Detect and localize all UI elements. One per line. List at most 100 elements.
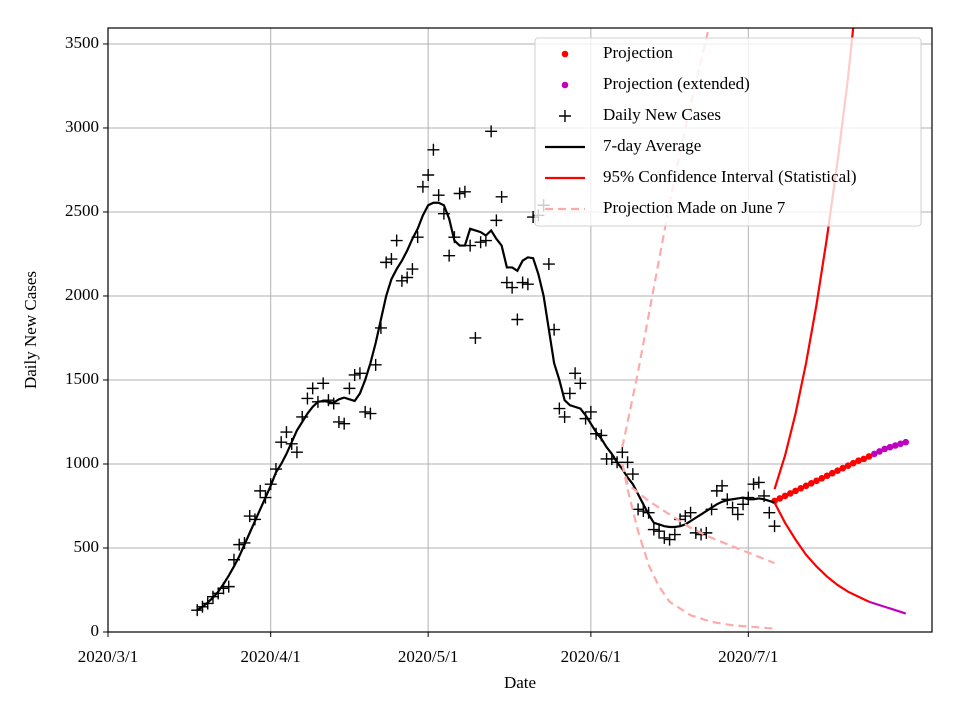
projection-point xyxy=(844,462,852,469)
legend-label: Projection xyxy=(603,43,673,62)
case-point xyxy=(574,377,587,390)
case-point xyxy=(632,503,645,516)
x-tick-label: 2020/5/1 xyxy=(398,647,458,666)
case-point xyxy=(443,249,456,262)
case-point xyxy=(422,169,435,182)
projection-point xyxy=(834,467,841,475)
series-line xyxy=(196,201,775,612)
case-point xyxy=(763,506,776,519)
case-point xyxy=(658,531,671,544)
projection-point xyxy=(855,457,862,464)
projection-point xyxy=(781,492,789,500)
case-point xyxy=(621,456,634,469)
x-tick-label: 2020/4/1 xyxy=(240,647,300,666)
case-point xyxy=(364,407,377,420)
x-tick-label: 2020/6/1 xyxy=(561,647,621,666)
case-point xyxy=(306,382,319,395)
case-point xyxy=(390,234,403,247)
projection-point xyxy=(860,455,868,463)
case-point xyxy=(716,479,729,492)
x-tick-label: 2020/3/1 xyxy=(78,647,138,666)
case-point xyxy=(464,239,477,252)
legend-label: 95% Confidence Interval (Statistical) xyxy=(603,167,857,186)
x-axis-label: Date xyxy=(504,673,536,692)
legend-label: Projection (extended) xyxy=(603,74,750,93)
case-point xyxy=(548,323,561,336)
legend-symbol xyxy=(559,110,571,122)
case-point xyxy=(485,125,498,138)
y-tick-label: 2000 xyxy=(65,285,99,304)
x-tick-label: 2020/7/1 xyxy=(718,647,778,666)
series-line xyxy=(621,463,775,565)
case-point xyxy=(500,276,513,289)
case-point xyxy=(511,313,524,326)
case-point xyxy=(222,580,235,593)
legend-box xyxy=(534,37,922,227)
case-point xyxy=(301,392,314,405)
case-point xyxy=(469,331,482,344)
case-point xyxy=(385,253,398,266)
case-point xyxy=(458,185,471,198)
case-point xyxy=(359,405,372,418)
projection-point xyxy=(902,438,910,446)
legend-label: 7-day Average xyxy=(603,136,701,155)
case-point xyxy=(558,410,571,423)
series-line xyxy=(868,600,907,615)
case-point xyxy=(542,258,555,271)
case-point xyxy=(275,436,288,449)
case-point xyxy=(453,187,466,200)
case-point xyxy=(747,478,760,491)
case-point xyxy=(348,368,361,381)
case-point xyxy=(406,263,419,276)
case-point xyxy=(353,367,366,380)
case-point xyxy=(317,377,330,390)
case-point xyxy=(695,528,708,541)
projection-point xyxy=(818,474,826,482)
projection-point xyxy=(876,448,883,455)
case-point xyxy=(290,446,303,459)
projection-point xyxy=(891,442,899,449)
y-tick-label: 500 xyxy=(74,537,100,556)
case-point xyxy=(684,506,697,519)
case-point xyxy=(369,358,382,371)
case-point xyxy=(432,189,445,202)
case-point xyxy=(569,367,582,380)
legend-symbol xyxy=(561,81,569,89)
case-point xyxy=(506,281,519,294)
series-line xyxy=(773,502,870,603)
case-point xyxy=(332,415,345,428)
case-point xyxy=(233,538,246,551)
y-tick-label: 3500 xyxy=(65,33,99,52)
projection-point xyxy=(813,477,820,485)
case-point xyxy=(401,271,414,284)
case-point xyxy=(584,405,597,418)
projection-point xyxy=(797,485,805,492)
case-point xyxy=(553,402,566,415)
case-point xyxy=(616,446,629,459)
case-point xyxy=(427,143,440,156)
legend-label: Daily New Cases xyxy=(603,105,721,124)
case-point xyxy=(737,498,750,511)
case-point xyxy=(663,533,676,546)
case-point xyxy=(416,180,429,193)
projection-point xyxy=(849,459,857,467)
y-tick-label: 1000 xyxy=(65,453,99,472)
case-point xyxy=(495,190,508,203)
case-point xyxy=(752,476,765,489)
case-point xyxy=(280,426,293,439)
case-point xyxy=(343,382,356,395)
case-point xyxy=(254,484,267,497)
y-tick-label: 1500 xyxy=(65,369,99,388)
case-point xyxy=(668,528,681,541)
case-point xyxy=(653,525,666,538)
case-point xyxy=(212,587,225,600)
legend-symbol xyxy=(561,50,569,58)
projection-point xyxy=(792,487,799,495)
y-tick-label: 0 xyxy=(91,621,100,640)
case-point xyxy=(726,501,739,514)
y-tick-label: 2500 xyxy=(65,201,99,220)
projection-point xyxy=(786,490,794,497)
projection-point xyxy=(807,480,815,487)
